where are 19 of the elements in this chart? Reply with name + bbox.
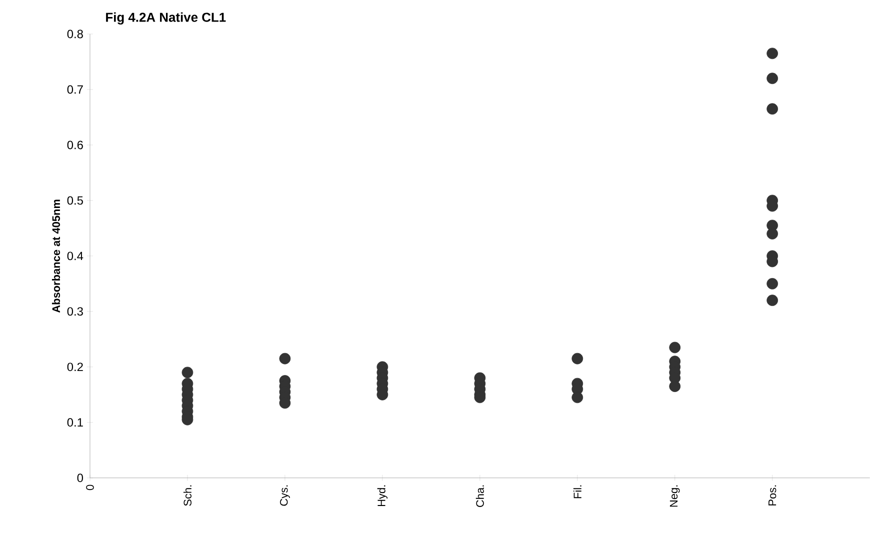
x-tick-label: Pos. <box>768 485 776 506</box>
x-tick-label: Fil. <box>573 485 582 498</box>
y-tick-label: 0.8 <box>67 30 83 38</box>
y-tick-label: 0.7 <box>67 85 83 94</box>
x-tick-label: Cys. <box>280 485 290 506</box>
y-tick-label: 0.1 <box>67 418 83 427</box>
y-tick-label: 0.4 <box>67 252 84 260</box>
x-tick-label: 0 <box>86 484 94 490</box>
x-tick-label: Cha. <box>476 485 484 508</box>
y-axis-title: Absorbance at 405nm <box>52 200 60 313</box>
x-tick-label: Sch. <box>183 485 192 506</box>
y-tick-label: 0.3 <box>67 307 83 316</box>
y-tick-label: 0.5 <box>67 196 83 205</box>
x-tick-label: Neg. <box>670 485 680 507</box>
x-tick-label: Hyd. <box>377 485 388 506</box>
y-tick-label: 0 <box>77 474 84 482</box>
chart-title: Fig 4.2A Native CL1 <box>106 12 226 25</box>
y-tick-label: 0.6 <box>67 140 83 150</box>
y-tick-label: 0.2 <box>67 362 83 372</box>
